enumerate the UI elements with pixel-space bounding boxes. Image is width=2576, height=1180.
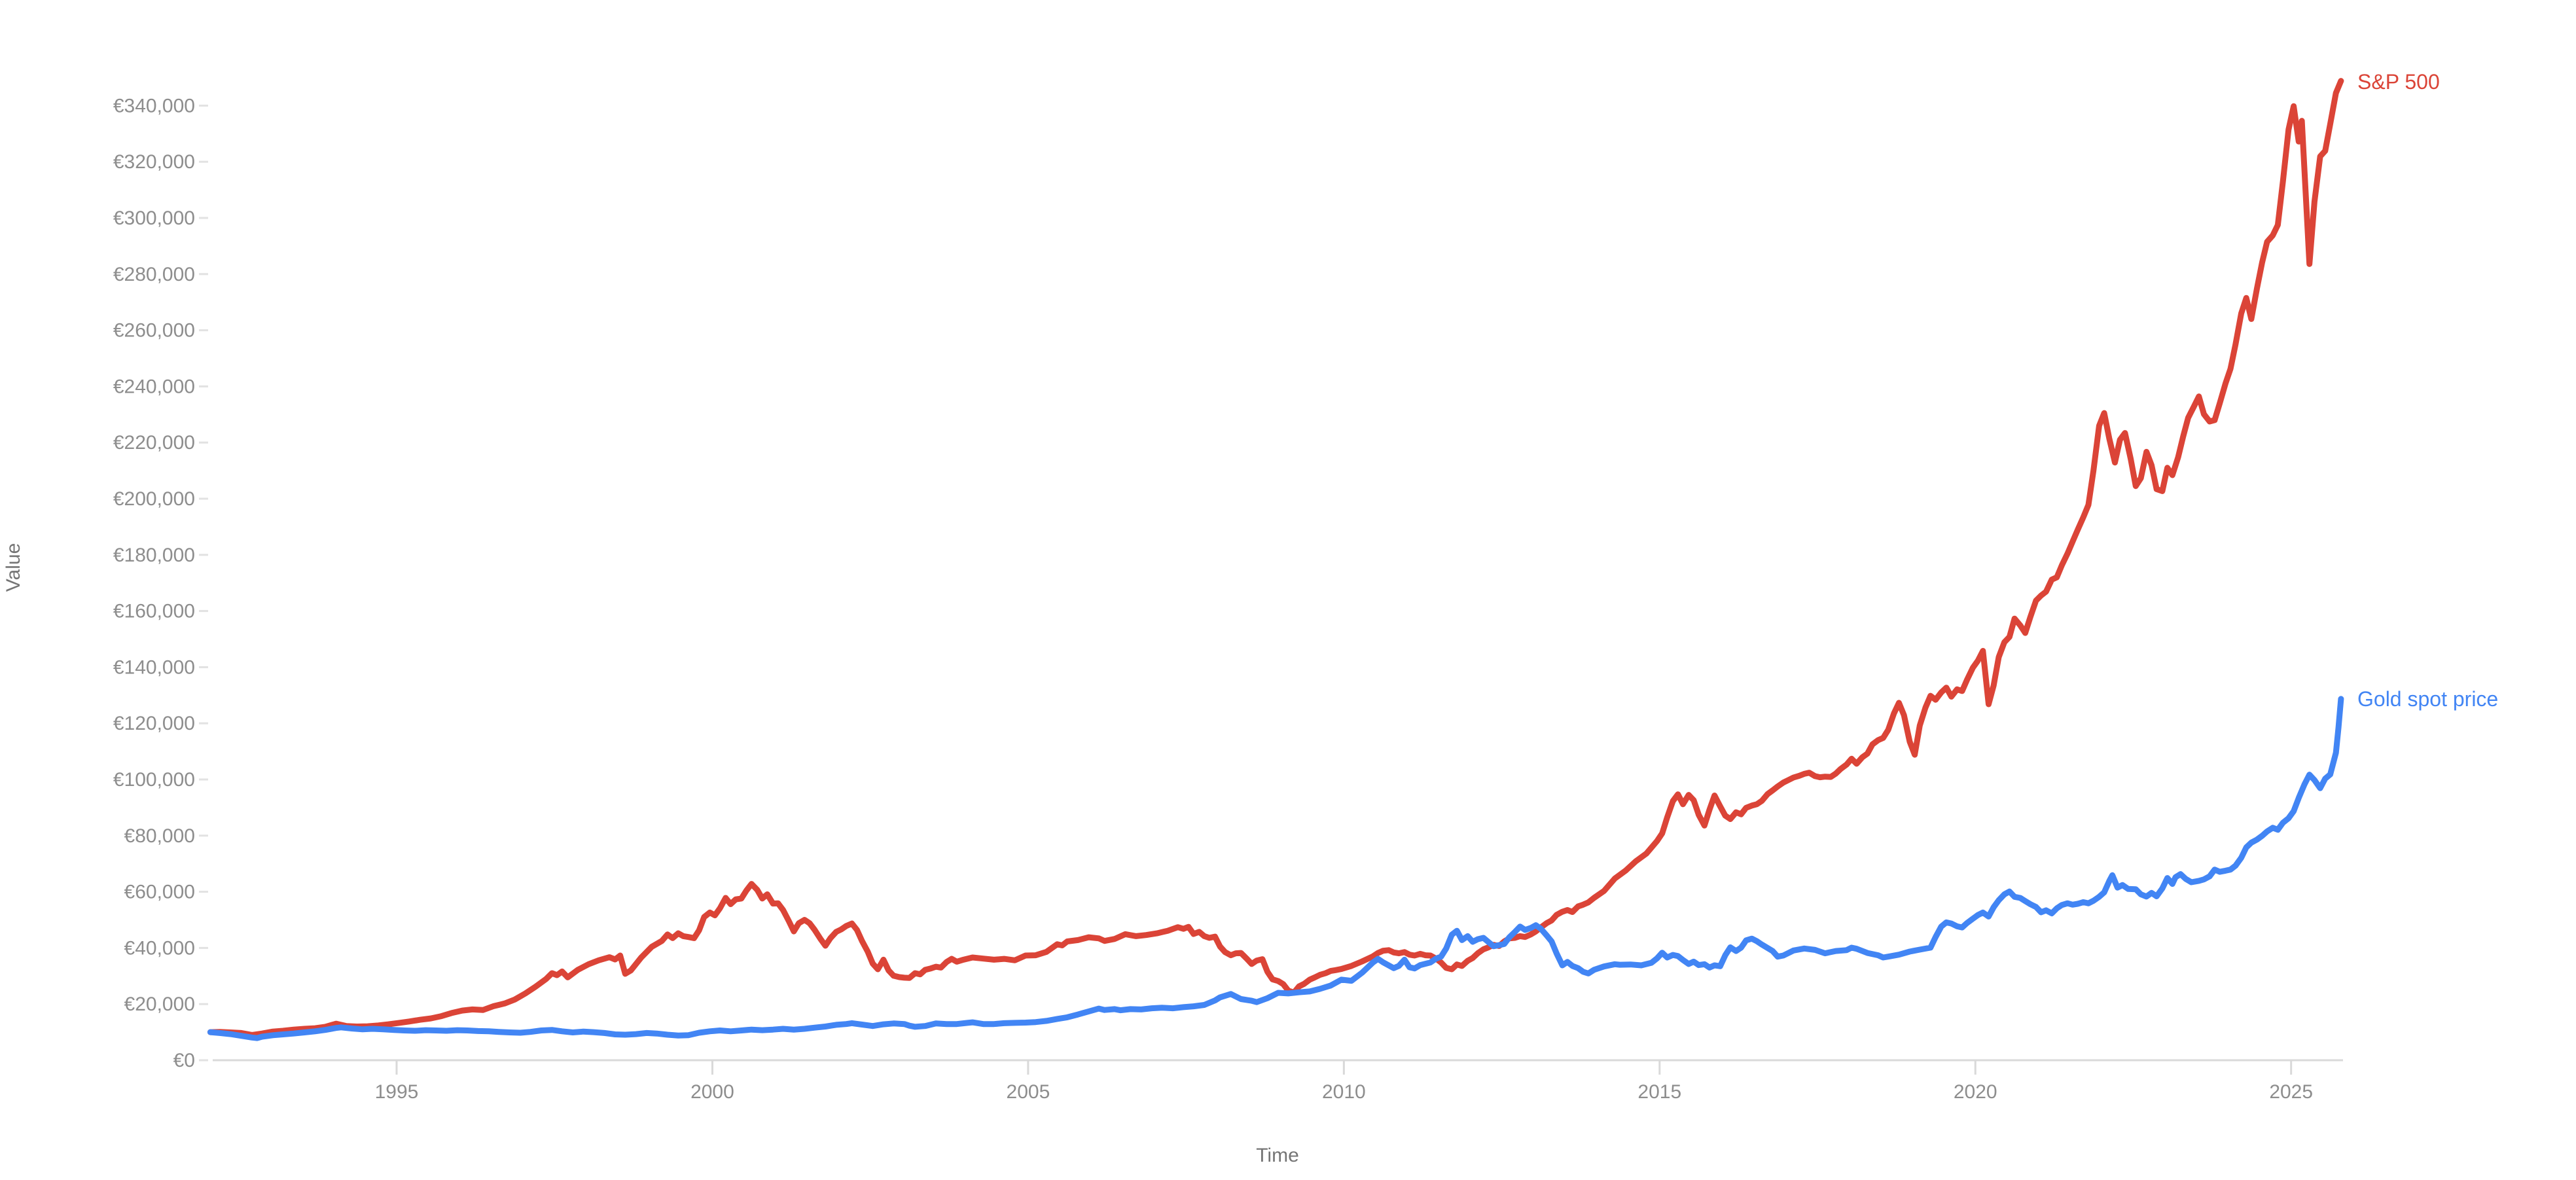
x-axis-tick-label: 2000 [690,1081,734,1103]
y-axis-title: Value [3,543,24,592]
sp500-line[interactable] [207,78,2344,1038]
y-axis-tick-label: €200,000 [113,488,195,510]
gold-line[interactable] [207,696,2344,1041]
y-axis-tick-label: €300,000 [113,207,195,229]
x-axis-ticks: 1995 2000 2005 2010 2015 2020 2025 [375,1060,2313,1103]
y-axis-tick-label: €100,000 [113,769,195,791]
y-axis-tick-label: €340,000 [113,95,195,116]
y-axis-tick-label: €220,000 [113,432,195,454]
y-axis-tick-label: €180,000 [113,545,195,566]
series-label-sp500: S&P 500 [2357,70,2440,94]
y-axis-tick-label: €40,000 [124,937,195,959]
series-label-gold: Gold spot price [2357,687,2498,711]
y-axis-tick-label: €260,000 [113,320,195,342]
series-lines [207,78,2344,1041]
y-axis-tick-label: €240,000 [113,376,195,397]
y-axis-tick-label: €80,000 [124,825,195,847]
x-axis-tick-label: 1995 [375,1081,419,1103]
y-axis-ticks: €0 €20,000 €40,000 €60,000 €80,000 €100,000 €1… [113,95,208,1071]
x-axis-tick-label: 2025 [2269,1081,2313,1103]
y-axis-tick-label: €0 [173,1050,195,1071]
y-axis-tick-label: €60,000 [124,882,195,903]
x-axis-title: Time [1256,1145,1299,1166]
y-axis-tick-label: €20,000 [124,993,195,1015]
x-axis-tick-label: 2015 [1637,1081,1681,1103]
x-axis-tick-label: 2005 [1007,1081,1050,1103]
y-axis-tick-label: €120,000 [113,713,195,734]
x-axis-tick-label: 2010 [1322,1081,1366,1103]
y-axis-tick-label: €280,000 [113,264,195,285]
y-axis-tick-label: €320,000 [113,151,195,173]
x-axis-tick-label: 2020 [1954,1081,1997,1103]
y-axis-tick-label: €160,000 [113,601,195,622]
y-axis-tick-label: €140,000 [113,656,195,678]
